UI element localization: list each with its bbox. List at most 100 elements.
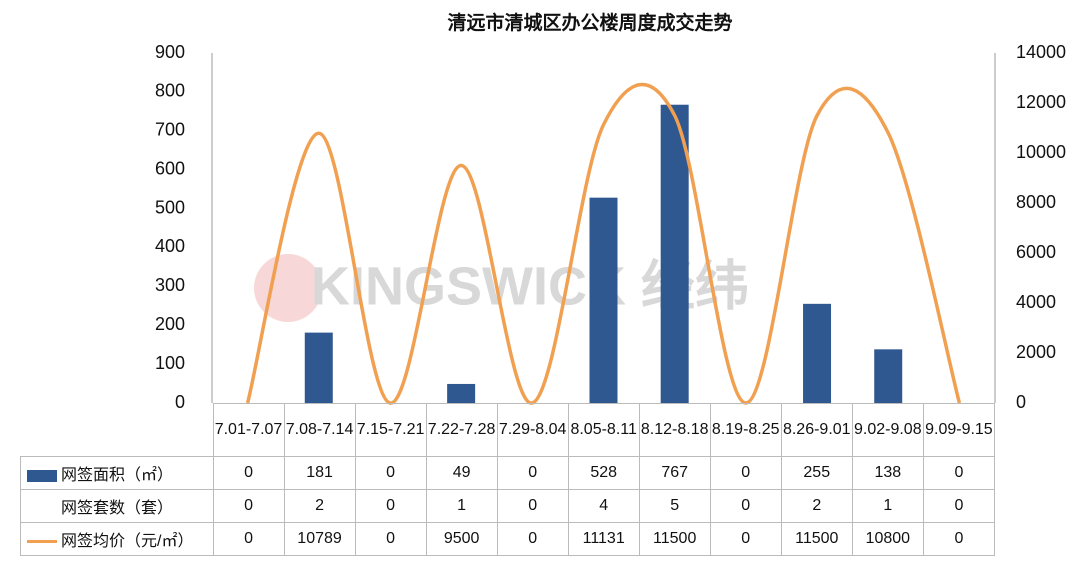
legend-entry: 网签均价（元/㎡）: [20, 522, 214, 556]
x-tick-label: 9.09-9.15: [922, 403, 996, 457]
bar: [660, 104, 689, 403]
x-tick-label: 7.15-7.21: [354, 403, 427, 457]
corner: [21, 404, 214, 457]
x-tick-label-text: 9.02-9.08: [853, 421, 922, 438]
table-value-text: 767: [661, 464, 689, 481]
bar: [874, 349, 903, 403]
table-value: 0: [496, 456, 569, 490]
bar: [304, 332, 333, 403]
table-value-text: 0: [954, 464, 964, 481]
table-value: 11500: [638, 522, 711, 556]
table-value-text: 1: [457, 497, 467, 514]
table-value: 10789: [283, 522, 356, 556]
x-tick-label: 8.26-9.01: [780, 403, 853, 457]
table-value: 1: [425, 489, 498, 523]
y2-tick-label: 8000: [1016, 192, 1056, 212]
table-value: 5: [638, 489, 711, 523]
table-value: 0: [709, 456, 782, 490]
x-tick-label-text: 8.26-9.01: [782, 421, 851, 438]
table-value-text: 49: [452, 464, 471, 481]
legend-key: [27, 469, 57, 482]
x-tick-label-text: 7.01-7.07: [214, 421, 283, 438]
bar: [589, 197, 618, 403]
table-value: 11131: [567, 522, 640, 556]
x-tick-label: 7.08-7.14: [283, 403, 356, 457]
table-value: 138: [851, 456, 924, 490]
table-value-text: 0: [741, 464, 751, 481]
table-value-text: 10789: [297, 530, 342, 547]
table-value-text: 2: [812, 497, 822, 514]
table-value-text: 11500: [795, 530, 839, 547]
table-value-text: 0: [528, 464, 538, 481]
x-tick-label: 7.01-7.07: [212, 403, 285, 457]
y-tick-label: 200: [155, 314, 185, 334]
table-value: 4: [567, 489, 640, 523]
y-tick-label: 600: [155, 158, 185, 178]
x-tick-label-text: 7.15-7.21: [356, 421, 425, 438]
table-value-text: 4: [599, 497, 609, 514]
table-value: 0: [212, 456, 285, 490]
data-table: 7.01-7.07 7.08-7.14 7.15-7.21 7.22-7.28 7.29…: [20, 403, 996, 556]
table-value: 49: [425, 456, 498, 490]
table-value-text: 0: [386, 530, 396, 547]
table-value-text: 0: [528, 497, 538, 514]
table-value-text: 11500: [653, 530, 697, 547]
table-value: 181: [283, 456, 356, 490]
table-value: 0: [212, 522, 285, 556]
table-value: 255: [780, 456, 853, 490]
x-tick-label: 7.22-7.28: [425, 403, 498, 457]
x-tick-label-text: 8.05-8.11: [570, 421, 637, 438]
y2-tick-label: 6000: [1016, 242, 1056, 262]
table-value: 0: [354, 489, 427, 523]
table-value: 0: [496, 522, 569, 556]
table-value-text: 0: [954, 530, 964, 547]
y-tick-label: 500: [155, 197, 185, 217]
table-value: 0: [922, 522, 996, 556]
table-value: 10800: [851, 522, 924, 556]
table-value-text: 0: [244, 497, 253, 514]
table-value: 1: [851, 489, 924, 523]
table-value-text: 2: [315, 497, 324, 514]
x-tick-label-text: 8.12-8.18: [640, 421, 709, 438]
table-value-text: 1: [883, 497, 893, 514]
y-tick-label: 300: [155, 275, 185, 295]
table-value: 11500: [780, 522, 853, 556]
bar: [447, 383, 476, 403]
y-tick-label: 400: [155, 236, 185, 256]
x-tick-label-text: 7.22-7.28: [427, 421, 496, 438]
table-value: 528: [567, 456, 640, 490]
y-tick-label: 0: [175, 392, 185, 412]
chart-title: 清远市清城区办公楼周度成交走势: [447, 11, 732, 34]
y-tick-label: 700: [155, 120, 185, 140]
x-tick-label: 8.12-8.18: [638, 403, 711, 457]
table-value: 767: [638, 456, 711, 490]
table-value: 9500: [425, 522, 498, 556]
table-value-text: 10800: [865, 530, 911, 547]
table-value: 0: [922, 489, 996, 523]
y2-tick-label: 0: [1016, 392, 1026, 412]
table-value: 0: [922, 456, 996, 490]
table-value-text: 0: [528, 530, 538, 547]
x-tick-label-text: 7.29-8.04: [498, 421, 567, 438]
table-value: 0: [496, 489, 569, 523]
table-value: 0: [354, 456, 427, 490]
table-value: 2: [283, 489, 356, 523]
table-value-text: 0: [954, 497, 964, 514]
table-value-text: 255: [803, 464, 831, 481]
x-tick-label-text: 7.08-7.14: [285, 421, 354, 438]
legend-text: 网签均价（元/㎡）: [61, 533, 194, 550]
x-tick-label: 7.29-8.04: [496, 403, 569, 457]
legend-text: 网签套数（套）: [61, 500, 174, 517]
table-value-text: 0: [741, 530, 751, 547]
legend-entry: 网签套数（套）: [20, 489, 214, 523]
category-row: 7.01-7.07 7.08-7.14 7.15-7.21 7.22-7.28 7.29…: [21, 403, 996, 457]
table-value: 0: [709, 522, 782, 556]
table-value-text: 0: [244, 530, 253, 547]
table-value-text: 11131: [582, 530, 625, 547]
table-value: 2: [780, 489, 853, 523]
table-value-text: 138: [874, 464, 902, 481]
legend-text: 网签面积（㎡）: [61, 467, 174, 484]
table-value: 0: [354, 522, 427, 556]
table-value-text: 0: [741, 497, 751, 514]
